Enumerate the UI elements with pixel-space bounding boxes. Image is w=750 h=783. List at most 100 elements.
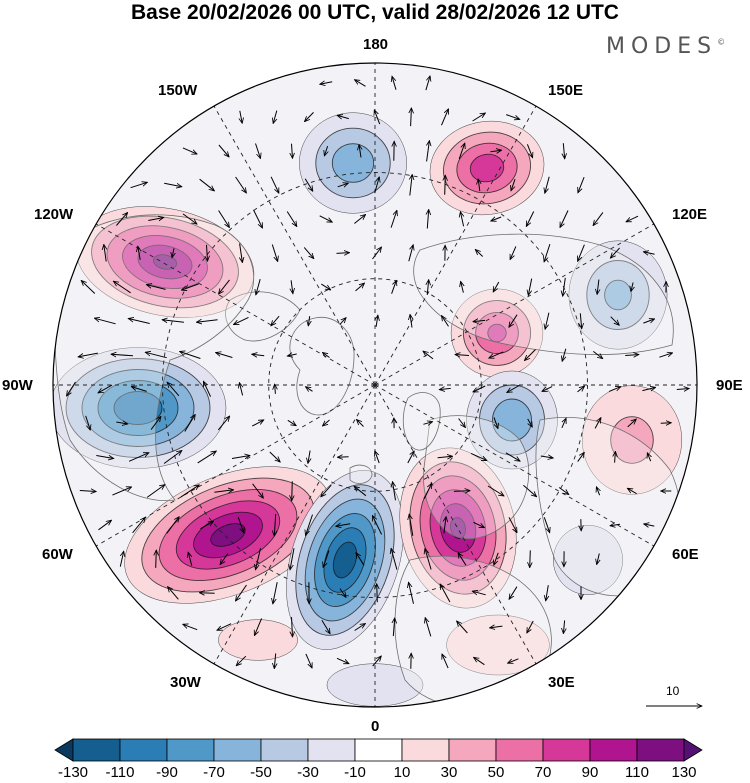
wind-vector [336, 524, 351, 527]
wind-vector [199, 593, 215, 594]
lon-label-120w: 120W [34, 206, 74, 223]
anomaly-contour [469, 153, 505, 183]
wind-vector [491, 217, 502, 221]
wind-vector [172, 248, 174, 257]
wind-vector [542, 386, 553, 392]
wind-vector [597, 553, 600, 565]
lon-label-0: 0 [371, 718, 380, 735]
wind-vector [525, 349, 536, 361]
wind-vector [323, 353, 330, 358]
wind-vector [528, 278, 533, 296]
wind-vector [320, 82, 333, 84]
wind-vector [460, 212, 463, 227]
wind-vector [274, 653, 275, 668]
wind-vector [562, 348, 566, 362]
wind-vector [239, 383, 242, 396]
wind-vector [128, 319, 150, 324]
wind-vector [130, 182, 148, 189]
wind-vector [85, 415, 91, 430]
anomaly-contour [332, 541, 358, 579]
wind-vector [592, 351, 602, 358]
wind-vector [461, 281, 464, 293]
wind-vector [184, 415, 195, 432]
wind-vector [356, 553, 365, 566]
anomaly-contour [113, 391, 163, 425]
wind-vector [67, 381, 76, 396]
modes-logo: MODES© [606, 34, 725, 59]
wind-vector [543, 517, 549, 532]
wind-vector [323, 550, 330, 568]
wind-vector [458, 143, 465, 160]
anomaly-contour [210, 523, 246, 547]
wind-vector [116, 213, 127, 226]
colorbar-tick-label: -50 [250, 764, 272, 781]
graticule [53, 63, 697, 707]
wind-vector [374, 177, 380, 194]
wind-vector [355, 283, 365, 292]
wind-vector [79, 491, 96, 492]
anomaly-contour [610, 416, 654, 464]
wind-vector [427, 141, 430, 162]
wind-vector [336, 657, 349, 665]
wind-vector [116, 422, 127, 424]
wind-vector [527, 620, 534, 633]
wind-vector [81, 281, 96, 294]
lon-label-180: 180 [363, 36, 389, 53]
wind-vector [104, 244, 106, 262]
wind-vector [273, 110, 277, 124]
wind-vector [218, 144, 229, 157]
wind-vector [561, 418, 567, 429]
wind-vector [508, 517, 517, 532]
wind-vector [473, 320, 486, 321]
wind-vector [372, 656, 382, 667]
wind-vector [287, 419, 296, 425]
wind-vector [440, 584, 451, 603]
wind-vector [202, 381, 212, 397]
wind-vector [444, 517, 446, 534]
wind-vector [112, 487, 131, 496]
wind-vector [251, 420, 264, 427]
wind-vector [291, 280, 293, 293]
land-iceland [349, 464, 373, 484]
wind-vector [182, 147, 197, 154]
wind-vector [455, 355, 470, 356]
wind-vector [509, 586, 518, 600]
wind-vector [111, 354, 134, 356]
wind-vector [196, 320, 218, 322]
wind-vector [526, 144, 532, 157]
land-canadian-arctic [225, 291, 301, 342]
colorbar-tick-label: 130 [671, 764, 697, 781]
colorbar-swatch [166, 738, 215, 762]
wind-vector [319, 215, 333, 222]
wind-vector [113, 281, 131, 294]
wind-vector [156, 550, 157, 568]
wind-vector [596, 487, 599, 496]
wind-vector [377, 584, 378, 603]
wind-vector [577, 452, 585, 462]
colorbar-swatch [354, 738, 403, 762]
wind-vector [324, 145, 327, 156]
copyright-mark: © [717, 37, 726, 47]
wind-vector [577, 386, 585, 393]
wind-vector [148, 218, 163, 221]
wind-vector [458, 553, 467, 566]
wind-vector [493, 281, 500, 292]
wind-vector [305, 653, 312, 668]
wind-vector [304, 178, 313, 191]
anomaly-siberia-high [450, 288, 544, 378]
wind-vector [372, 516, 383, 535]
wind-vector [409, 582, 414, 604]
wind-vector [631, 282, 633, 292]
wind-vector [407, 451, 414, 464]
wind-vector [523, 484, 536, 496]
wind-vector [374, 110, 381, 125]
colorbar-tick-label: -130 [57, 764, 89, 781]
wind-vector [559, 210, 569, 228]
wind-vector [216, 353, 233, 358]
wind-vector [269, 451, 280, 462]
wind-vector [507, 385, 520, 393]
colorbar-swatch [495, 738, 544, 762]
lon-label-150w: 150W [158, 82, 198, 99]
wind-vector [145, 352, 167, 359]
